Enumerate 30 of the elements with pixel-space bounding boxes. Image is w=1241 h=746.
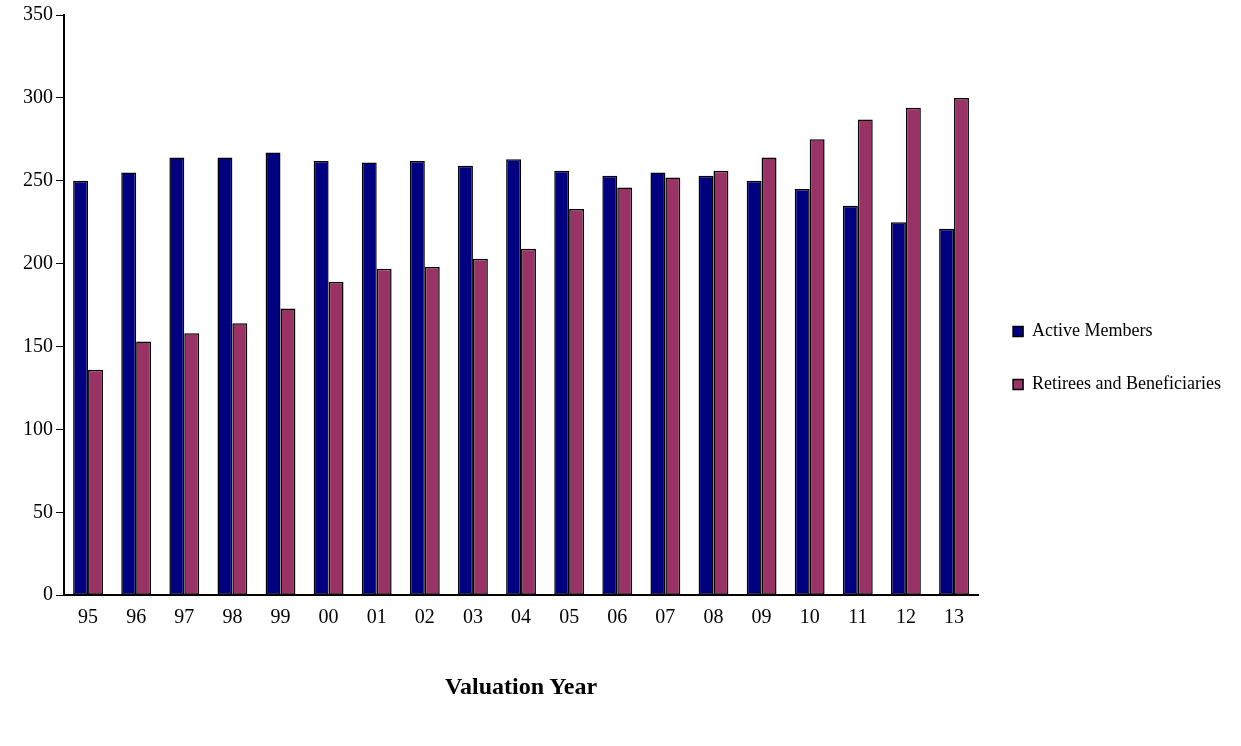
x-tick-label: 07 <box>655 605 676 628</box>
legend-label: Retirees and Beneficiaries <box>1032 373 1222 394</box>
x-tick-label: 09 <box>751 605 772 628</box>
x-tick-label: 08 <box>703 605 724 628</box>
y-tick-label: 150 <box>23 333 53 356</box>
x-tick-label: 12 <box>895 605 916 628</box>
x-tick-label: 10 <box>799 605 820 628</box>
x-tick-label: 06 <box>607 605 628 628</box>
x-tick-label: 98 <box>222 605 243 628</box>
y-tick-label: 0 <box>43 582 53 605</box>
y-tick-label: 300 <box>23 85 53 108</box>
y-tick-label: 200 <box>23 250 53 273</box>
legend-label: Active Members <box>1032 320 1153 341</box>
y-tick-label: 250 <box>23 168 53 191</box>
y-tick-label: 350 <box>23 2 53 25</box>
x-tick-label: 99 <box>270 605 291 628</box>
x-tick-label: 05 <box>559 605 580 628</box>
x-tick-label: 13 <box>944 605 965 628</box>
x-tick-label: 97 <box>174 605 195 628</box>
x-tick-label: 02 <box>414 605 435 628</box>
x-tick-label: 03 <box>462 605 483 628</box>
y-tick-label: 100 <box>23 416 53 439</box>
x-tick-label: 01 <box>366 605 387 628</box>
x-tick-label: 00 <box>318 605 339 628</box>
x-tick-label: 04 <box>511 605 532 628</box>
x-tick-label: 95 <box>78 605 99 628</box>
x-tick-label: 96 <box>126 605 147 628</box>
x-tick-label: 11 <box>848 605 868 628</box>
x-axis-title: Valuation Year <box>444 672 598 699</box>
y-tick-label: 50 <box>33 499 53 522</box>
